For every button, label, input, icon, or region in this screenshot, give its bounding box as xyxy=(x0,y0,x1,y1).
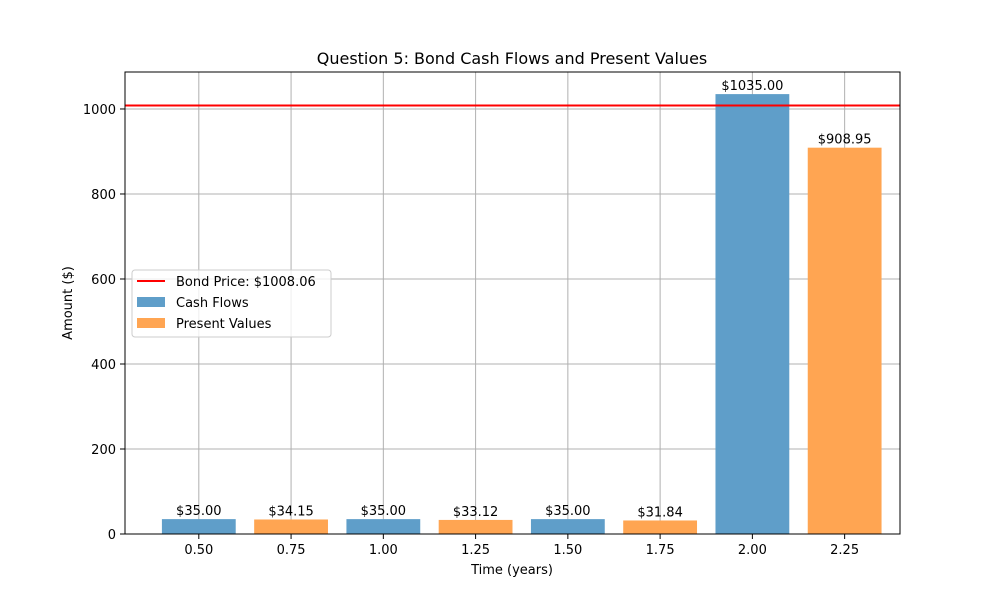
bar-data-label: $34.15 xyxy=(268,504,314,519)
legend-entry-present-values: Present Values xyxy=(176,317,272,332)
bar-data-label: $35.00 xyxy=(176,504,222,519)
x-tick-label: 1.75 xyxy=(646,543,675,558)
legend-swatch-present-values xyxy=(137,318,165,328)
y-tick-label: 600 xyxy=(91,273,116,288)
bar-cash-flow xyxy=(715,94,789,534)
chart-title: Question 5: Bond Cash Flows and Present … xyxy=(317,49,708,68)
bar-data-label: $908.95 xyxy=(818,133,872,148)
legend-swatch-cash-flows xyxy=(137,297,165,307)
bar-present-value xyxy=(439,520,513,534)
x-tick-label: 0.75 xyxy=(277,543,306,558)
x-tick-label: 0.50 xyxy=(184,543,213,558)
y-axis-label: Amount ($) xyxy=(61,266,76,340)
x-tick-label: 1.00 xyxy=(369,543,398,558)
legend-entry-bond-price: Bond Price: $1008.06 xyxy=(176,275,316,290)
y-tick-label: 200 xyxy=(91,443,116,458)
bar-data-label: $35.00 xyxy=(545,504,591,519)
bar-data-label: $33.12 xyxy=(453,505,499,520)
y-tick-label: 400 xyxy=(91,358,116,373)
y-tick-label: 0 xyxy=(108,528,116,543)
x-tick-label: 1.25 xyxy=(461,543,490,558)
x-tick-label: 2.00 xyxy=(738,543,767,558)
x-tick-label: 2.25 xyxy=(830,543,859,558)
bar-data-label: $1035.00 xyxy=(721,79,783,94)
y-tick-label: 1000 xyxy=(83,103,116,118)
legend: Bond Price: $1008.06 Cash Flows Present … xyxy=(132,270,331,337)
bar-present-value xyxy=(254,519,328,534)
bar-present-value xyxy=(623,520,697,534)
legend-entry-cash-flows: Cash Flows xyxy=(176,296,249,311)
bar-data-label: $35.00 xyxy=(361,504,407,519)
bar-cash-flow xyxy=(531,519,605,534)
bar-cash-flow xyxy=(346,519,420,534)
x-axis-label: Time (years) xyxy=(470,563,553,578)
bar-present-value xyxy=(808,148,882,534)
bar-data-label: $31.84 xyxy=(637,505,683,520)
y-tick-label: 800 xyxy=(91,188,116,203)
bar-cash-flow xyxy=(162,519,236,534)
x-tick-label: 1.50 xyxy=(553,543,582,558)
